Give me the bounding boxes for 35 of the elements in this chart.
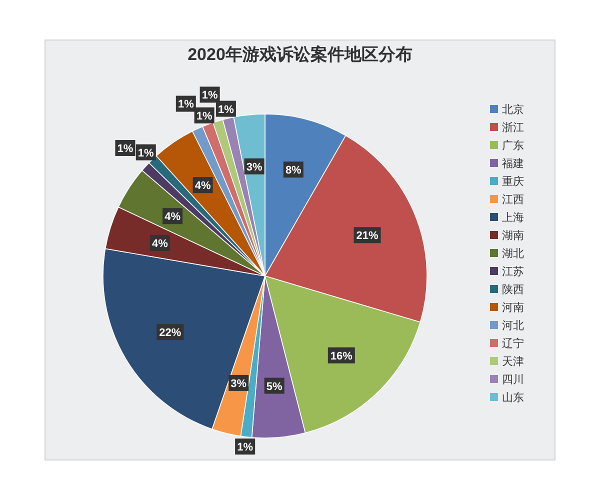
legend-label: 天津 bbox=[502, 355, 524, 368]
legend-label: 陕西 bbox=[502, 284, 524, 296]
data-label: 21% bbox=[356, 230, 379, 242]
legend-label: 河南 bbox=[502, 301, 524, 314]
data-label: 1% bbox=[138, 147, 154, 160]
data-label: 3% bbox=[230, 378, 247, 390]
legend-label: 江苏 bbox=[502, 265, 524, 278]
legend-label: 湖南 bbox=[502, 229, 524, 242]
data-label: 1% bbox=[202, 90, 218, 102]
legend-label: 辽宁 bbox=[502, 337, 524, 350]
data-label: 8% bbox=[285, 164, 302, 177]
data-label: 4% bbox=[194, 180, 211, 192]
legend-label: 重庆 bbox=[502, 175, 524, 188]
data-label: 16% bbox=[330, 350, 353, 362]
legend-label: 江西 bbox=[502, 194, 524, 206]
data-label: 1% bbox=[117, 142, 134, 155]
data-label: 5% bbox=[266, 380, 282, 393]
legend-label: 河北 bbox=[502, 319, 524, 332]
legend-label: 上海 bbox=[502, 211, 524, 224]
data-label: 1% bbox=[196, 110, 212, 122]
data-label: 4% bbox=[164, 211, 181, 224]
data-label: 4% bbox=[152, 238, 168, 250]
data-label: 22% bbox=[159, 327, 182, 340]
data-label: 3% bbox=[246, 161, 262, 174]
legend-label: 浙江 bbox=[502, 121, 524, 134]
legend-label: 广东 bbox=[502, 139, 524, 152]
legend-label: 北京 bbox=[502, 103, 524, 116]
data-label: 1% bbox=[178, 98, 194, 111]
legend-label: 山东 bbox=[502, 391, 524, 404]
legend-label: 福建 bbox=[502, 157, 524, 170]
legend-label: 湖北 bbox=[502, 247, 524, 260]
data-label: 1% bbox=[218, 104, 234, 116]
data-label: 1% bbox=[237, 442, 254, 454]
legend-label: 四川 bbox=[502, 373, 524, 386]
chart-title: 2020年游戏诉讼案件地区分布 bbox=[188, 44, 412, 64]
